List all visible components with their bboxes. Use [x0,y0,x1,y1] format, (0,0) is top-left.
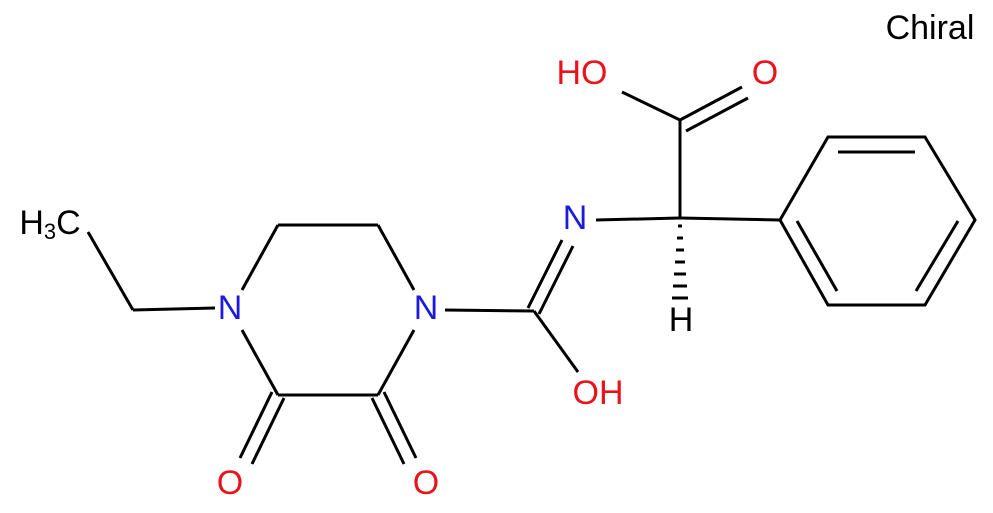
atom-label: N [414,289,439,327]
atom-label: N [563,199,588,237]
atom-label: OH [573,374,624,412]
atom-label: HO [557,54,608,92]
chiral-label: Chiral [886,9,975,47]
atom-label: H3C [19,204,80,244]
atom-label: O [752,54,778,92]
atom-label: N [218,289,243,327]
atom-label: O [217,464,243,502]
hashed-wedge [672,224,688,300]
bonds [86,85,977,465]
atom-label: H [669,301,694,339]
atom-label: O [413,464,439,502]
